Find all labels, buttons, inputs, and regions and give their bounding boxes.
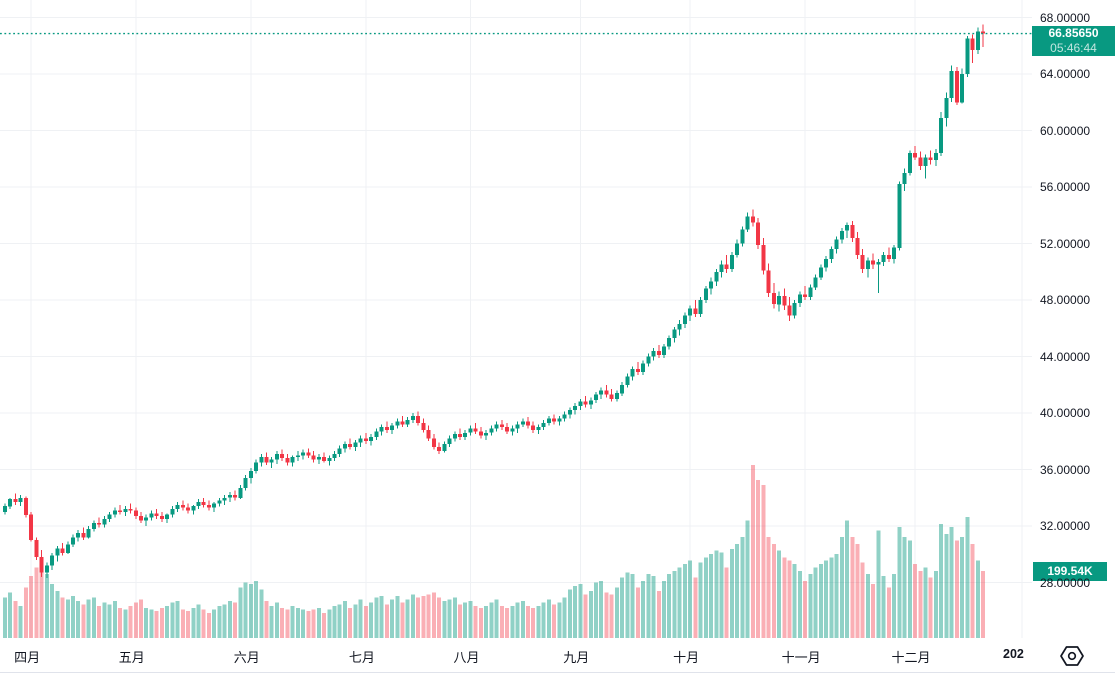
price-axis[interactable]: 66.85650 05:46:44 199.54K 68.00000 64.000…	[1032, 0, 1115, 640]
price-axis-label: 52.00000	[1040, 236, 1091, 251]
time-axis-label: 四月	[14, 650, 41, 665]
time-axis-label: 八月	[453, 650, 480, 665]
time-axis-label: 五月	[118, 650, 145, 665]
last-price-value: 66.85650	[1048, 25, 1099, 40]
price-axis-label: 48.00000	[1040, 293, 1091, 307]
price-axis-label: 60.00000	[1040, 123, 1091, 138]
price-axis-label: 64.00000	[1040, 67, 1091, 81]
time-axis-label: 十月	[673, 650, 700, 665]
price-axis-label: 32.00000	[1040, 519, 1091, 533]
price-axis-label: 40.00000	[1040, 406, 1091, 420]
countdown-timer: 05:46:44	[1050, 40, 1097, 55]
price-axis-label: 28.00000	[1040, 575, 1091, 590]
price-axis-label: 36.00000	[1040, 462, 1091, 477]
last-price-badge: 66.85650 05:46:44	[1032, 25, 1115, 56]
settings-icon[interactable]	[1058, 644, 1086, 668]
price-axis-label: 68.00000	[1040, 10, 1091, 25]
time-axis-label: 九月	[563, 650, 590, 665]
time-axis-year-label: 202	[1003, 647, 1024, 661]
time-axis[interactable]: 202 四月 五月 六月 七月 八月 九月 十月 十一月 十二月	[0, 640, 1115, 672]
time-axis-label: 七月	[348, 650, 375, 665]
chart-bottom-border	[0, 672, 1115, 673]
plot-area[interactable]	[0, 0, 1032, 672]
price-axis-label: 56.00000	[1040, 180, 1091, 194]
time-axis-label: 六月	[233, 650, 260, 665]
price-axis-label: 44.00000	[1040, 349, 1091, 364]
time-axis-label: 十一月	[781, 650, 821, 665]
volume-badge: 199.54K	[1033, 561, 1107, 581]
time-axis-label: 十二月	[891, 650, 931, 665]
